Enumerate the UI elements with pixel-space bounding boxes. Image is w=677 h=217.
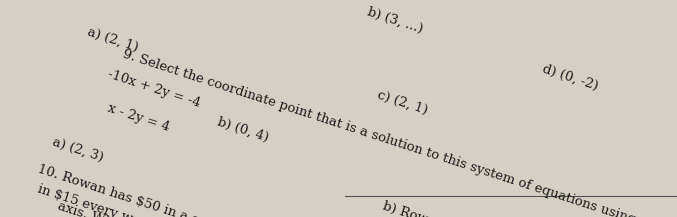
Text: b) (0, 4): b) (0, 4) (216, 115, 271, 144)
Text: in $15 every week. Each of them plots his progress on a graph with time on the h: in $15 every week. Each of them plots hi… (36, 183, 677, 217)
Text: a) (2, 1): a) (2, 1) (86, 25, 140, 54)
Text: 9. Select the coordinate point that is a solution to this system of equations us: 9. Select the coordinate point that is a… (121, 48, 677, 217)
Text: axis. Which statement about their graphs is true?: axis. Which statement about their graphs… (56, 200, 376, 217)
Text: a) (2, 3): a) (2, 3) (51, 135, 106, 164)
Text: b) Rowan's graph always lies above Jonah's.: b) Rowan's graph always lies above Jonah… (381, 200, 667, 217)
Text: c) (2, 1): c) (2, 1) (376, 88, 430, 117)
Text: d) (0, -2): d) (0, -2) (541, 62, 600, 92)
Text: b) (3, ...): b) (3, ...) (366, 5, 424, 35)
Text: x - 2y = 4: x - 2y = 4 (106, 102, 171, 134)
Text: 10. Rowan has $50 in a savings jar and is putting in $5 every week. Jonah has $1: 10. Rowan has $50 in a savings jar and i… (36, 163, 677, 217)
Text: -10x + 2y = -4: -10x + 2y = -4 (106, 68, 202, 110)
